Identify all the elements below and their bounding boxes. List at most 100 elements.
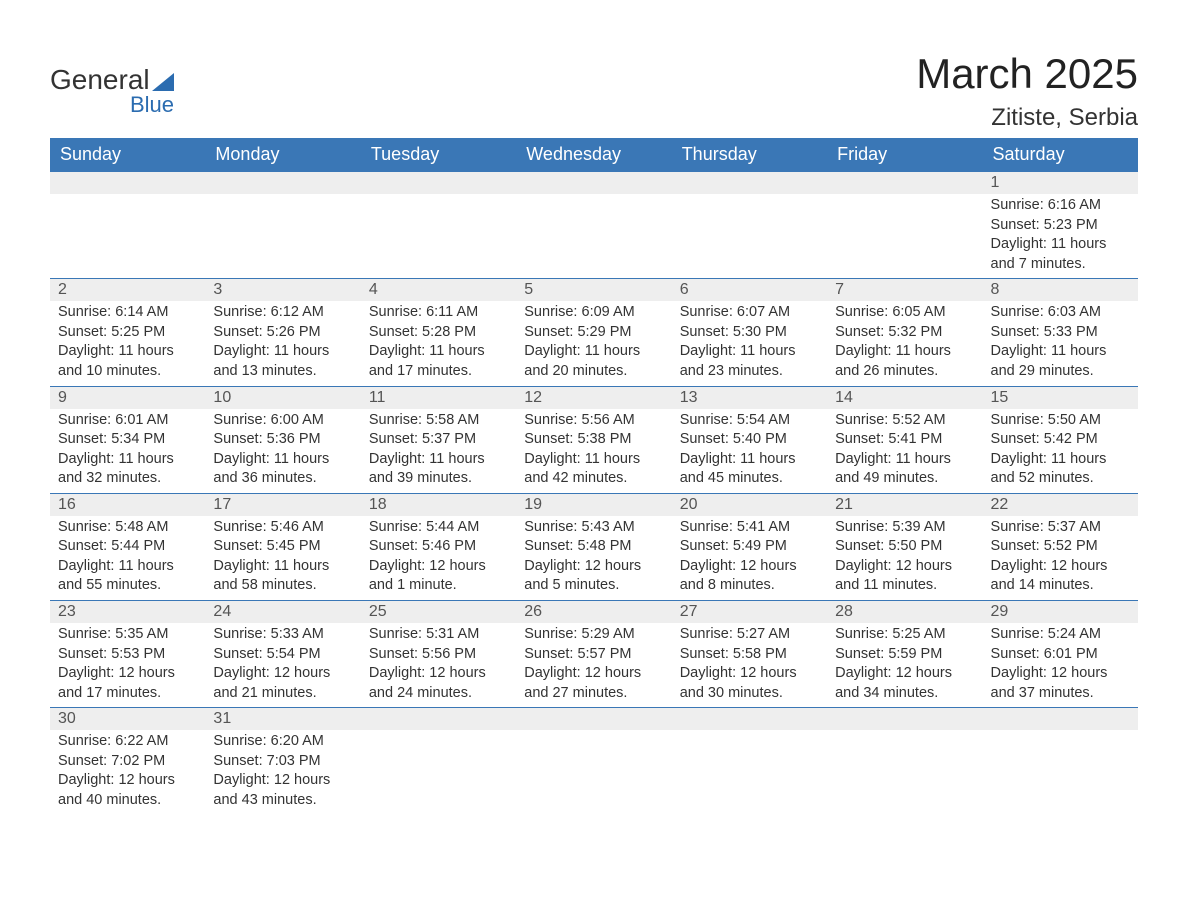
empty-body-cell: [516, 730, 671, 814]
line-label: Sunset:: [835, 431, 888, 447]
line-label: Sunset:: [213, 538, 266, 554]
empty-daynum-cell: [50, 172, 205, 195]
day-number-cell: 31: [205, 708, 360, 731]
empty-daynum-cell: [827, 708, 982, 731]
empty-daynum-cell: [516, 708, 671, 731]
line-label: Daylight:: [680, 451, 740, 467]
weekday-header: Saturday: [983, 138, 1138, 172]
line-value: 5:52 AM: [892, 412, 945, 428]
day-line: Sunset: 5:50 PM: [835, 537, 974, 557]
day-line: Sunset: 5:37 PM: [369, 430, 508, 450]
empty-daynum-cell: [205, 172, 360, 195]
line-value: 6:16 AM: [1048, 197, 1101, 213]
day-line: Daylight: 11 hours and 10 minutes.: [58, 342, 197, 381]
day-number: 12: [516, 387, 671, 409]
day-number: 2: [50, 279, 205, 301]
day-detail: Sunrise: 6:11 AMSunset: 5:28 PMDaylight:…: [361, 301, 516, 385]
line-label: Sunset:: [369, 431, 422, 447]
day-line: Sunset: 6:01 PM: [991, 645, 1130, 665]
line-value: 7:02 PM: [111, 753, 165, 769]
week-body-row: Sunrise: 5:35 AMSunset: 5:53 PMDaylight:…: [50, 623, 1138, 708]
day-detail: Sunrise: 6:16 AMSunset: 5:23 PMDaylight:…: [983, 194, 1138, 278]
line-label: Sunset:: [524, 646, 577, 662]
line-value: 5:52 PM: [1044, 538, 1098, 554]
line-value: 5:27 AM: [737, 626, 790, 642]
line-value: 6:22 AM: [115, 733, 168, 749]
day-line: Sunset: 5:45 PM: [213, 537, 352, 557]
line-label: Sunset:: [58, 538, 111, 554]
day-line: Sunrise: 5:48 AM: [58, 518, 197, 538]
weekday-header: Wednesday: [516, 138, 671, 172]
line-label: Sunrise:: [58, 412, 115, 428]
line-label: Daylight:: [58, 665, 118, 681]
day-number: 15: [983, 387, 1138, 409]
day-number-cell: 16: [50, 493, 205, 516]
day-number: 25: [361, 601, 516, 623]
day-line: Sunrise: 5:41 AM: [680, 518, 819, 538]
empty-daynum-cell: [361, 708, 516, 731]
day-number-cell: 1: [983, 172, 1138, 195]
location-label: Zitiste, Serbia: [916, 104, 1138, 132]
day-line: Sunset: 5:26 PM: [213, 323, 352, 343]
day-line: Sunrise: 6:14 AM: [58, 303, 197, 323]
day-number: 7: [827, 279, 982, 301]
day-number-cell: 6: [672, 279, 827, 302]
day-line: Sunset: 5:49 PM: [680, 537, 819, 557]
day-line: Sunset: 5:23 PM: [991, 216, 1130, 236]
line-value: 5:30 PM: [733, 324, 787, 340]
line-value: 5:40 PM: [733, 431, 787, 447]
line-label: Sunset:: [991, 217, 1044, 233]
day-body-cell: Sunrise: 5:37 AMSunset: 5:52 PMDaylight:…: [983, 516, 1138, 601]
line-value: 5:37 PM: [422, 431, 476, 447]
day-line: Daylight: 11 hours and 55 minutes.: [58, 557, 197, 596]
day-line: Sunset: 5:34 PM: [58, 430, 197, 450]
day-line: Sunrise: 5:46 AM: [213, 518, 352, 538]
line-value: 5:32 PM: [888, 324, 942, 340]
day-number-cell: 18: [361, 493, 516, 516]
line-label: Sunrise:: [835, 304, 892, 320]
line-label: Sunrise:: [991, 519, 1048, 535]
day-line: Sunrise: 6:07 AM: [680, 303, 819, 323]
day-number-cell: 2: [50, 279, 205, 302]
day-body-cell: Sunrise: 5:41 AMSunset: 5:49 PMDaylight:…: [672, 516, 827, 601]
line-value: 5:45 PM: [267, 538, 321, 554]
line-value: 6:12 AM: [271, 304, 324, 320]
line-label: Daylight:: [369, 665, 429, 681]
line-value: 5:41 PM: [888, 431, 942, 447]
line-value: 5:36 PM: [267, 431, 321, 447]
line-label: Sunset:: [369, 538, 422, 554]
line-value: 5:41 AM: [737, 519, 790, 535]
empty-daynum-cell: [672, 708, 827, 731]
week-body-row: Sunrise: 6:01 AMSunset: 5:34 PMDaylight:…: [50, 409, 1138, 494]
day-number: 14: [827, 387, 982, 409]
week-daynum-row: 3031: [50, 708, 1138, 731]
week-body-row: Sunrise: 6:14 AMSunset: 5:25 PMDaylight:…: [50, 301, 1138, 386]
day-line: Sunset: 5:42 PM: [991, 430, 1130, 450]
line-value: 5:59 PM: [888, 646, 942, 662]
weekday-header: Friday: [827, 138, 982, 172]
line-label: Daylight:: [991, 236, 1051, 252]
day-line: Sunrise: 6:12 AM: [213, 303, 352, 323]
day-line: Sunrise: 5:44 AM: [369, 518, 508, 538]
line-value: 6:11 AM: [426, 304, 478, 320]
day-body-cell: Sunrise: 6:20 AMSunset: 7:03 PMDaylight:…: [205, 730, 360, 814]
line-label: Sunset:: [680, 324, 733, 340]
line-value: 5:38 PM: [577, 431, 631, 447]
day-number: 26: [516, 601, 671, 623]
line-value: 5:39 AM: [892, 519, 945, 535]
empty-body-cell: [983, 730, 1138, 814]
day-line: Sunset: 7:03 PM: [213, 752, 352, 772]
day-body-cell: Sunrise: 5:31 AMSunset: 5:56 PMDaylight:…: [361, 623, 516, 708]
day-line: Sunrise: 6:11 AM: [369, 303, 508, 323]
day-body-cell: Sunrise: 5:43 AMSunset: 5:48 PMDaylight:…: [516, 516, 671, 601]
line-value: 5:31 AM: [426, 626, 479, 642]
line-label: Sunset:: [58, 431, 111, 447]
day-line: Sunset: 5:54 PM: [213, 645, 352, 665]
day-number: 4: [361, 279, 516, 301]
day-line: Sunrise: 5:52 AM: [835, 411, 974, 431]
line-label: Sunset:: [58, 753, 111, 769]
day-line: Sunset: 5:30 PM: [680, 323, 819, 343]
empty-daynum-cell: [983, 708, 1138, 731]
day-number-cell: 23: [50, 601, 205, 624]
day-detail: Sunrise: 6:09 AMSunset: 5:29 PMDaylight:…: [516, 301, 671, 385]
